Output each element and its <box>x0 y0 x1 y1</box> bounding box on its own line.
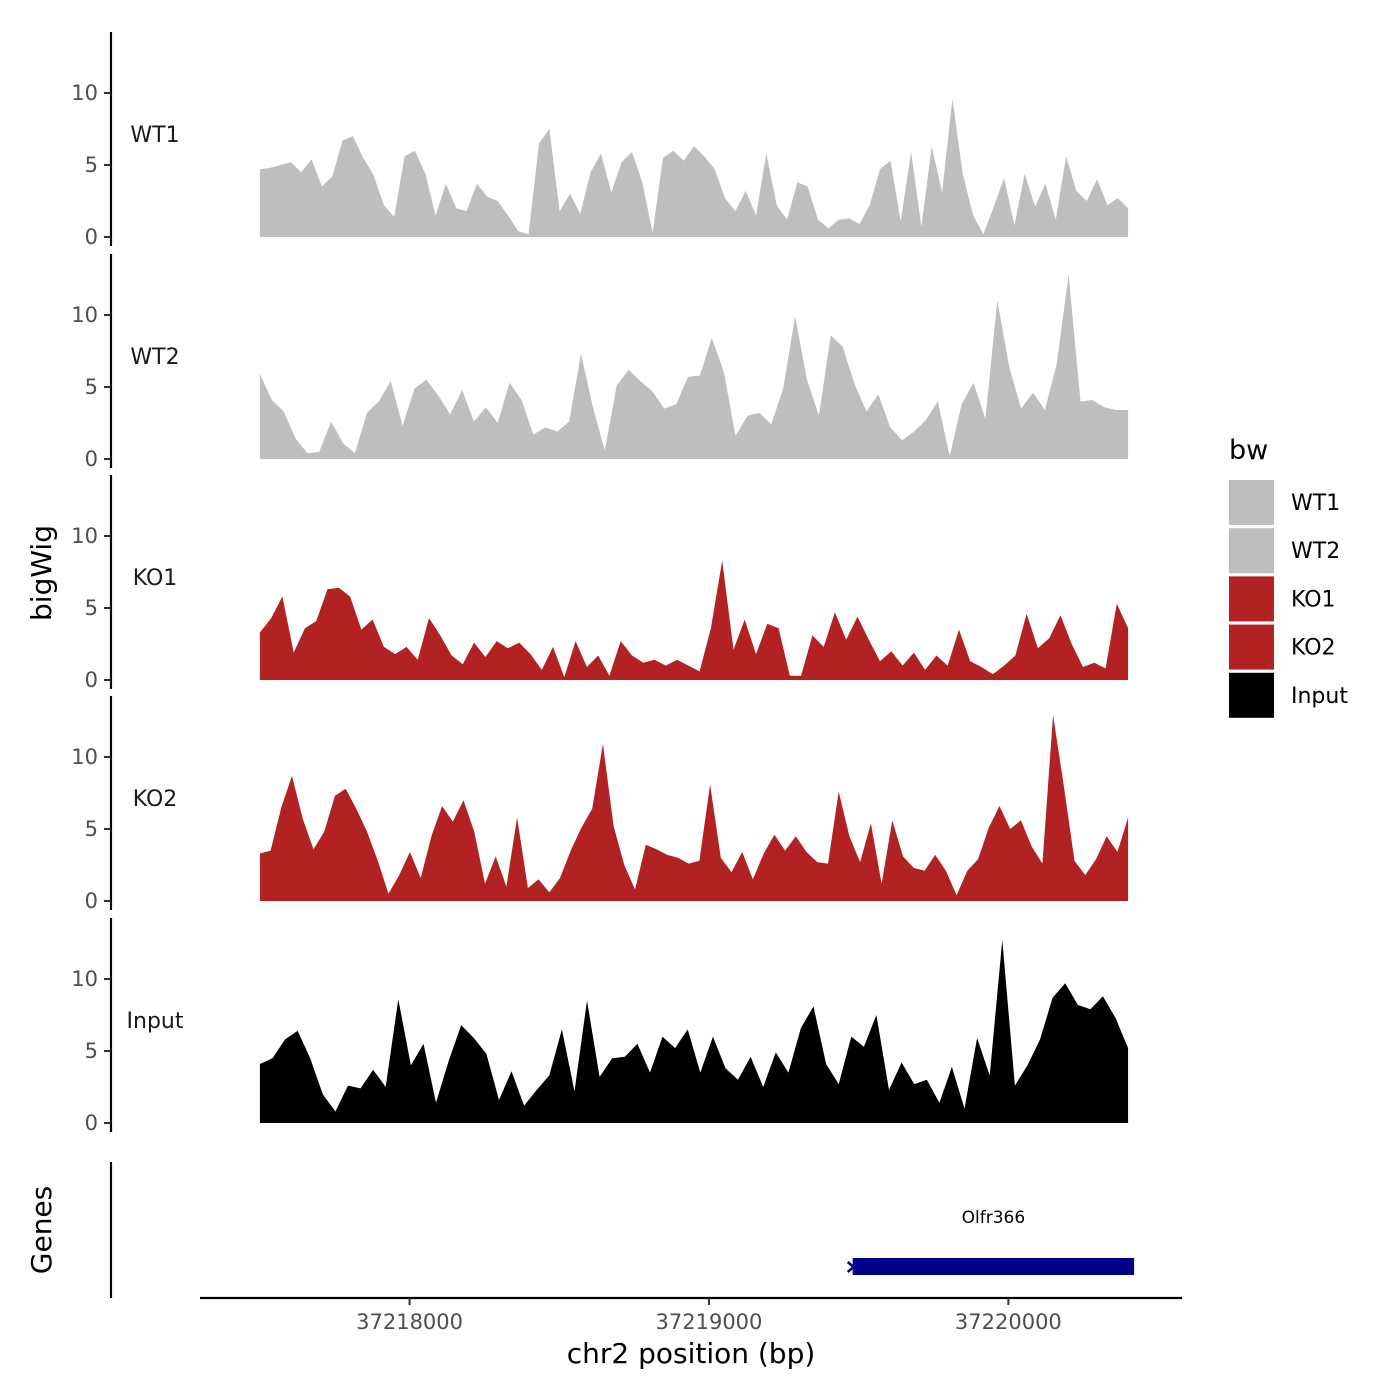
gene-label-olfr366: Olfr366 <box>962 1208 1026 1228</box>
x-axis-title: chr2 position (bp) <box>567 1337 816 1370</box>
y-tick-label: 5 <box>85 1039 98 1063</box>
legend-swatch-input <box>1229 672 1274 718</box>
y-tick-label: 10 <box>71 745 98 769</box>
legend-swatch-wt2 <box>1229 528 1274 574</box>
legend-label-ko2: KO2 <box>1291 636 1336 661</box>
legend-label-ko1: KO1 <box>1291 587 1336 612</box>
y-tick-label: 5 <box>85 596 98 620</box>
genes-axis-title: Genes <box>25 1186 58 1274</box>
x-tick-label: 37219000 <box>656 1310 763 1334</box>
legend-swatch-ko2 <box>1229 624 1274 670</box>
x-tick-label: 37218000 <box>356 1310 463 1334</box>
x-tick-label: 37220000 <box>955 1310 1062 1334</box>
y-tick-label: 5 <box>85 375 98 399</box>
y-tick-label: 10 <box>71 967 98 991</box>
gene-strand-arrow <box>846 1261 856 1273</box>
y-tick-label: 0 <box>85 889 98 913</box>
area-ko1 <box>259 560 1129 680</box>
y-tick-label: 10 <box>71 524 98 548</box>
y-tick-label: 10 <box>71 81 98 105</box>
legend-swatch-ko1 <box>1229 576 1274 622</box>
track-label-wt1: WT1 <box>130 123 179 148</box>
y-tick-label: 0 <box>85 447 98 471</box>
legend-label-input: Input <box>1291 684 1348 709</box>
track-label-ko1: KO1 <box>133 566 178 591</box>
track-label-input: Input <box>127 1009 184 1034</box>
area-ko2 <box>259 715 1129 901</box>
gene-body-olfr366 <box>852 1258 1135 1275</box>
track-label-ko2: KO2 <box>133 787 178 812</box>
y-tick-label: 0 <box>85 1111 98 1135</box>
legend-label-wt1: WT1 <box>1291 491 1340 516</box>
legend-swatch-wt1 <box>1229 480 1274 525</box>
bigwig-tracks: 0 5 10 WT1 0 5 10 WT2 0 5 10 KO1 0 5 10 KO2 0 5 10 Input <box>71 32 1129 1135</box>
y-tick-label: 10 <box>71 303 98 327</box>
legend: bw WT1 WT2 KO1 KO2 Input <box>1229 435 1348 718</box>
legend-label-wt2: WT2 <box>1291 539 1340 564</box>
x-axis-ticks: 37218000 37219000 37220000 <box>356 1298 1062 1334</box>
genes-panel: Olfr366 <box>109 1162 1182 1300</box>
track-wt1: 0 5 10 WT1 <box>71 32 1129 249</box>
track-label-wt2: WT2 <box>130 345 179 370</box>
track-wt2: 0 5 10 WT2 <box>71 254 1129 471</box>
track-ko1: 0 5 10 KO1 <box>71 475 1129 692</box>
legend-title: bw <box>1229 435 1268 466</box>
y-tick-label: 0 <box>85 225 98 249</box>
area-wt2 <box>259 274 1129 459</box>
y-tick-label: 0 <box>85 668 98 692</box>
y-tick-label: 5 <box>85 153 98 177</box>
area-wt1 <box>259 98 1129 237</box>
area-input <box>259 940 1129 1123</box>
track-ko2: 0 5 10 KO2 <box>71 696 1129 913</box>
y-tick-label: 5 <box>85 817 98 841</box>
y-axis-title: bigWig <box>25 525 58 621</box>
track-input: 0 5 10 Input <box>71 918 1129 1135</box>
